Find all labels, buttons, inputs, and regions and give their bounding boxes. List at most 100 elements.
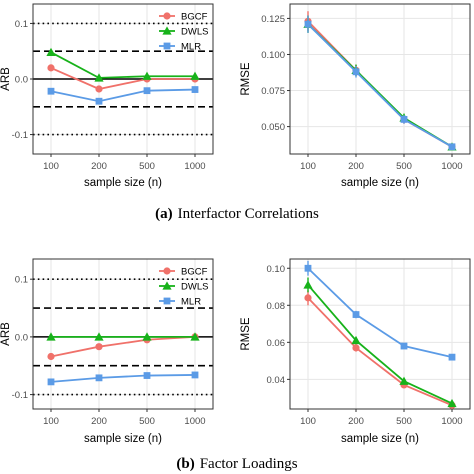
x-tick-label: 200: [348, 161, 364, 172]
data-point: [95, 85, 103, 93]
y-tick-label: 0.050: [261, 122, 285, 133]
series-dwls: [46, 332, 200, 341]
x-tick-label: 1000: [184, 416, 205, 427]
series-line: [50, 67, 195, 90]
legend-label: DWLS: [181, 282, 208, 293]
data-point: [47, 352, 55, 361]
series-dwls: [303, 277, 457, 408]
x-tick-label: 500: [139, 161, 155, 172]
series-mlr: [47, 86, 199, 105]
x-tick-label: 1000: [441, 416, 462, 427]
series-line: [307, 20, 453, 148]
data-point: [191, 86, 199, 93]
x-tick-label: 500: [396, 416, 412, 427]
y-tick-label: 0.100: [261, 50, 285, 61]
y-tick-label: 0.04: [267, 375, 286, 386]
y-tick-label: 0.10: [267, 264, 286, 275]
x-tick-label: 500: [396, 161, 412, 172]
caption-a-letter: (a): [155, 206, 173, 222]
y-tick-label: 0.1: [15, 19, 28, 30]
data-point: [95, 97, 103, 105]
x-tick-label: 100: [43, 161, 59, 172]
y-tick-label: 0.06: [267, 338, 286, 349]
data-point: [448, 353, 456, 361]
legend-key-marker: [163, 267, 171, 275]
data-point: [95, 343, 103, 351]
data-point: [190, 332, 200, 341]
data-point: [447, 398, 457, 408]
legend-label: BGCF: [181, 12, 208, 23]
caption-b-letter: (b): [176, 456, 194, 472]
panel-a-rmse: 0.125 0.100 0.075 0.050 100 200 500 1000 sample …: [240, 3, 471, 189]
data-point: [47, 87, 55, 95]
data-point: [46, 47, 56, 57]
data-point: [143, 87, 151, 95]
legend-key-marker: [162, 26, 172, 35]
y-tick-label: -0.1: [12, 390, 28, 401]
y-tick-label: 0.0: [15, 75, 28, 86]
x-axis-label: sample size (n): [84, 433, 162, 445]
x-axis-label: sample size (n): [341, 177, 419, 189]
data-point: [304, 294, 312, 302]
legend-key-marker: [163, 12, 171, 20]
legend-label: BGCF: [181, 267, 208, 278]
data-point: [351, 335, 361, 345]
panel-border: [289, 3, 471, 155]
x-axis-label: sample size (n): [84, 177, 162, 189]
y-tick-label: 0.0: [15, 332, 28, 343]
y-axis-label: ARB: [0, 322, 12, 346]
caption-a: (a) Interfactor Correlations: [155, 206, 319, 222]
data-point: [448, 143, 456, 151]
x-tick-label: 100: [43, 416, 59, 427]
data-point: [303, 280, 313, 289]
series-line: [50, 88, 196, 103]
y-tick-label: 0.1: [15, 275, 28, 286]
data-point: [47, 64, 55, 72]
data-point: [191, 371, 199, 379]
x-tick-label: 100: [300, 416, 316, 427]
data-point: [352, 68, 360, 76]
data-point: [95, 374, 103, 382]
x-tick-label: 200: [91, 416, 107, 427]
y-tick-label: 0.08: [267, 301, 286, 312]
legend: BGCF DWLS MLR: [159, 267, 208, 308]
caption-b-text: Factor Loadings: [200, 456, 298, 472]
data-point: [399, 376, 409, 385]
data-point: [352, 311, 360, 318]
x-tick-label: 1000: [441, 161, 462, 172]
panel-b-rmse: 0.10 0.08 0.06 0.04 100 200 500 1000 sample size…: [240, 258, 471, 445]
data-point: [352, 344, 360, 352]
series-dwls: [303, 15, 457, 151]
panel-border: [289, 258, 471, 410]
y-axis-label: RMSE: [240, 317, 252, 351]
panel-border: [32, 258, 214, 410]
x-tick-label: 1000: [184, 161, 205, 172]
series-mlr: [47, 371, 199, 386]
data-point: [190, 71, 200, 80]
series-line: [307, 267, 453, 359]
legend-label: DWLS: [181, 27, 208, 38]
y-tick-label: -0.1: [12, 130, 28, 141]
x-tick-label: 500: [139, 416, 155, 427]
series-bgcf: [304, 11, 456, 151]
series-bgcf: [47, 64, 199, 93]
series-line: [50, 51, 195, 79]
data-point: [304, 20, 312, 28]
y-tick-label: 0.075: [261, 86, 285, 97]
legend-label: MLR: [181, 297, 201, 308]
panel-a-arb: 0.1 0.0 -0.1 100 200 500 1000 sample size (n) AR…: [0, 3, 214, 189]
series-line: [307, 23, 453, 148]
series-mlr: [304, 15, 456, 151]
data-point: [142, 332, 152, 341]
series-line: [307, 284, 453, 405]
x-tick-label: 200: [91, 161, 107, 172]
data-point: [142, 71, 152, 80]
x-tick-label: 200: [348, 416, 364, 427]
y-axis-label: ARB: [0, 67, 12, 91]
data-point: [143, 372, 151, 379]
caption-a-text: Interfactor Correlations: [178, 206, 319, 222]
panel-b-arb: 0.1 0.0 -0.1 100 200 500 1000 sample size (n) AR…: [0, 258, 214, 445]
legend-key-marker: [163, 42, 171, 50]
data-point: [94, 73, 104, 82]
